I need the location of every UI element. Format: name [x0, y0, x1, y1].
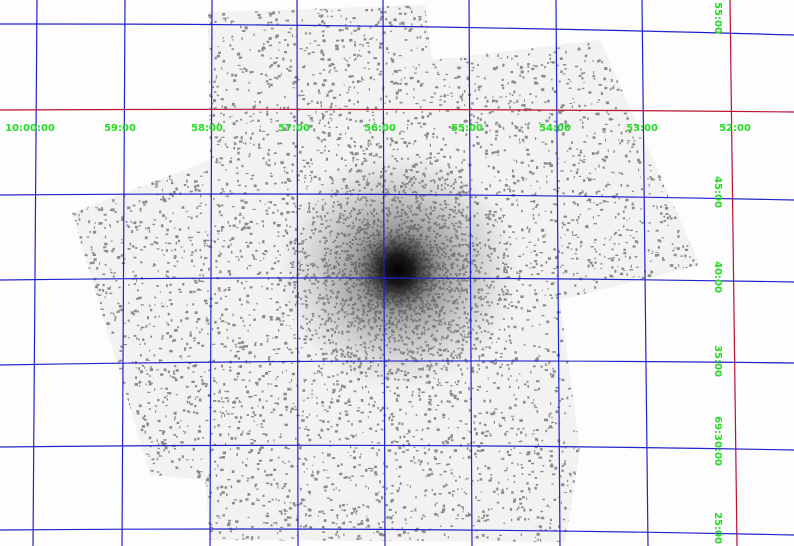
dec-label: 45:00 [712, 176, 723, 208]
ra-label: 53:00 [626, 123, 658, 134]
dec-label: 55:00 [712, 2, 723, 34]
ra-label: 52:00 [719, 123, 751, 134]
ra-label: 59:00 [104, 123, 136, 134]
sky-image: 10:00:00 59:00 58:00 57:00 56:00 55:00 54:00 53… [0, 0, 794, 546]
dec-label: 40:00 [712, 261, 723, 293]
ra-label: 58:00 [191, 123, 223, 134]
dec-label: 25:00 [712, 512, 723, 544]
dec-label: 35:00 [712, 345, 723, 377]
ra-label: 54:00 [539, 123, 571, 134]
dec-label: 69:30:00 [712, 416, 723, 466]
cluster-emission [278, 150, 518, 390]
ra-label: 56:00 [364, 123, 396, 134]
ra-label: 57:00 [278, 123, 310, 134]
ra-label: 10:00:00 [5, 123, 55, 134]
ra-label: 55:00 [451, 123, 483, 134]
